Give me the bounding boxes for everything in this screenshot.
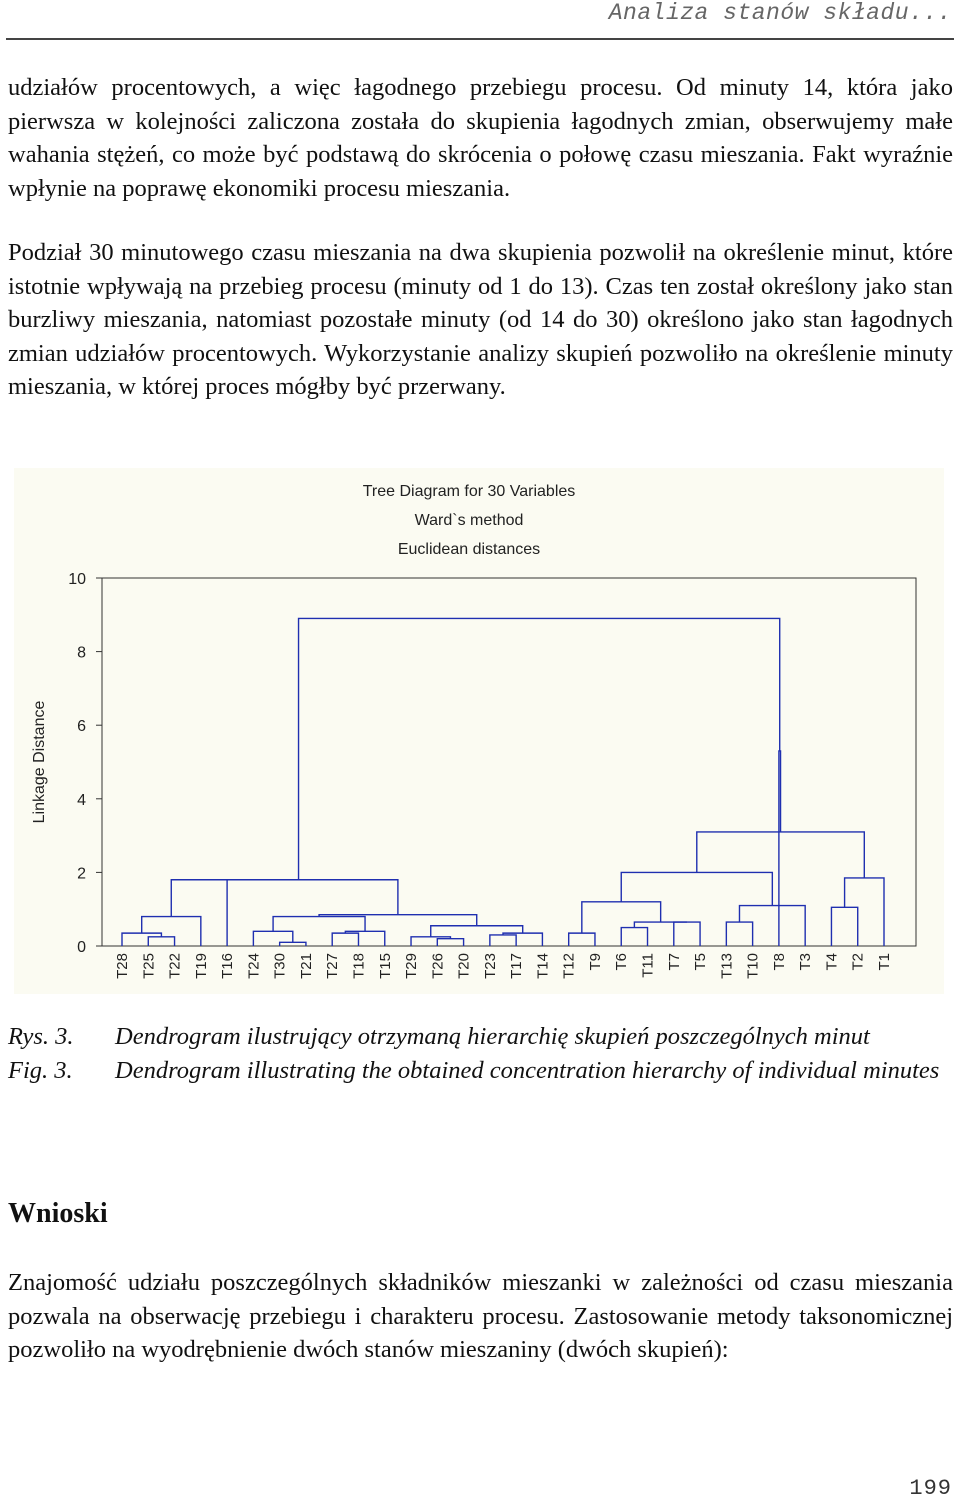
leaf-label: T28 <box>114 953 131 979</box>
y-tick-label: 0 <box>77 939 86 956</box>
caption-pl-text: Dendrogram ilustrujący otrzymaną hierarc… <box>115 1023 870 1050</box>
paragraph-2: Podział 30 minutowego czasu mieszania na… <box>8 239 953 400</box>
running-header: Analiza stanów składu... <box>608 0 952 26</box>
dendrogram-link <box>489 934 517 946</box>
y-tick-label: 2 <box>77 865 86 882</box>
leaf-label: T6 <box>613 953 630 971</box>
leaf-label: T4 <box>823 953 840 971</box>
y-tick-label: 6 <box>77 718 86 735</box>
chart-title-line: Ward`s method <box>415 512 524 529</box>
y-tick-label: 8 <box>77 645 86 662</box>
leaf-label: T13 <box>718 953 735 979</box>
leaf-label: T19 <box>193 953 210 979</box>
leaf-label: T9 <box>587 953 604 971</box>
paragraph-1: udziałów procentowych, a więc łagodnego … <box>8 74 953 202</box>
dendrogram-link <box>620 871 774 906</box>
leaf-label: T8 <box>771 953 788 971</box>
figure-background <box>14 468 944 994</box>
leaf-label: T24 <box>245 953 262 979</box>
plot-frame <box>101 577 917 947</box>
dendrogram-link <box>778 750 782 946</box>
leaf-label: T21 <box>298 953 315 979</box>
y-tick-label: 4 <box>77 792 86 809</box>
caption-en-text: Dendrogram illustrating the obtained con… <box>115 1056 940 1084</box>
leaf-label: T14 <box>534 953 551 979</box>
y-axis-label: Linkage Distance <box>31 701 48 824</box>
leaf-label: T12 <box>561 953 578 979</box>
leaf-label: T30 <box>272 953 289 979</box>
caption-polish: Rys. 3. Dendrogram ilustrujący otrzymaną… <box>8 1020 954 1054</box>
dendrogram-link <box>738 904 806 946</box>
y-tick-label: 10 <box>68 571 86 588</box>
leaf-label: T15 <box>377 953 394 979</box>
caption-english: Fig. 3. Dendrogram illustrating the obta… <box>8 1054 954 1088</box>
figure-caption: Rys. 3. Dendrogram ilustrujący otrzymaną… <box>8 1020 954 1087</box>
leaf-label: T7 <box>666 953 683 971</box>
leaf-label: T29 <box>403 953 420 979</box>
header-rule <box>6 38 954 40</box>
chart-title-line: Tree Diagram for 30 Variables <box>363 483 576 500</box>
leaf-label: T2 <box>850 953 867 971</box>
leaf-label: T5 <box>692 953 709 971</box>
leaf-label: T16 <box>219 953 236 979</box>
leaf-label: T1 <box>876 953 893 971</box>
dendrogram-link <box>725 921 754 946</box>
page-number: 199 <box>909 1476 952 1501</box>
chart-title-line: Euclidean distances <box>398 541 540 558</box>
leaf-label: T11 <box>640 953 657 978</box>
dendrogram-link <box>170 879 228 946</box>
leaf-label: T3 <box>797 953 814 971</box>
leaf-label: T26 <box>429 953 446 979</box>
leaf-label: T17 <box>508 953 525 979</box>
leaf-label: T25 <box>140 953 157 979</box>
dendrogram-link <box>633 921 687 928</box>
leaf-label: T23 <box>482 953 499 979</box>
dendrogram-figure: Tree Diagram for 30 Variables Ward`s meth… <box>14 468 944 994</box>
section-heading: Wnioski <box>8 1198 108 1229</box>
dendrogram-link <box>252 930 294 946</box>
dendrogram-chart: Tree Diagram for 30 Variables Ward`s meth… <box>14 468 944 994</box>
dendrogram-link <box>344 930 386 946</box>
leaf-label: T18 <box>350 953 367 979</box>
dendrogram-link <box>199 879 399 915</box>
leaf-label: T27 <box>324 953 341 979</box>
paragraph-3: Znajomość udziału poszczególnych składni… <box>8 1269 953 1363</box>
dendrogram-link <box>297 617 781 880</box>
leaf-label: T22 <box>167 953 184 979</box>
leaf-label: T10 <box>745 953 762 979</box>
caption-en-label: Fig. 3. <box>8 1056 73 1084</box>
leaf-label: T20 <box>456 953 473 979</box>
dendrogram-link <box>581 901 662 934</box>
caption-pl-label: Rys. 3. <box>8 1023 74 1050</box>
